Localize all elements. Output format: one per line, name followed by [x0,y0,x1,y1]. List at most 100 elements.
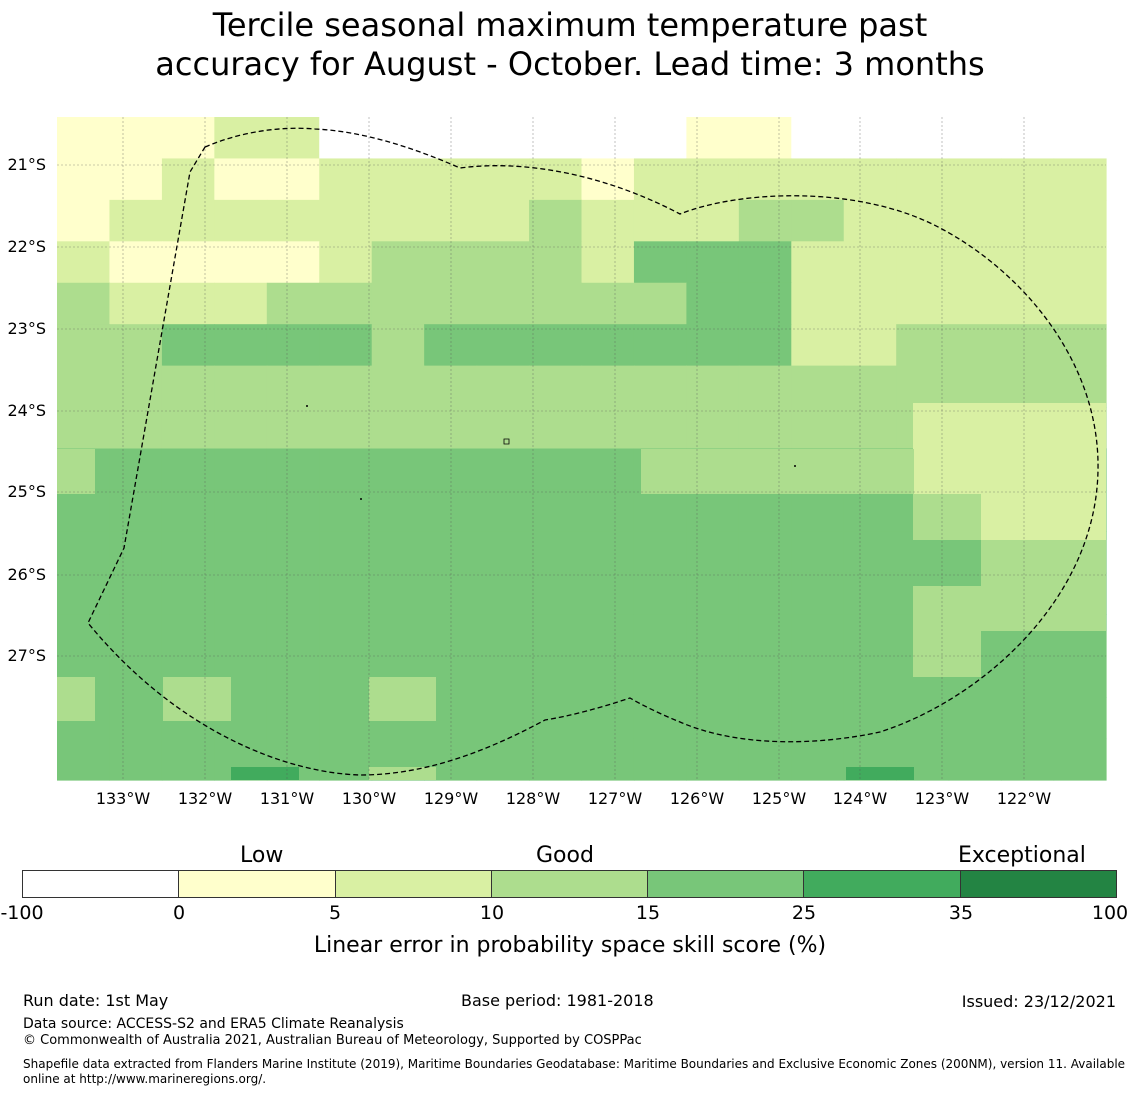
grid-cell [529,117,583,160]
grid-cell [214,158,268,201]
grid-cell [424,572,478,615]
legend-category-exceptional: Exceptional [958,843,1086,868]
grid-cell [581,407,635,450]
grid-cell [913,494,981,540]
grid-cell [896,365,950,408]
grid-cell [686,572,740,615]
grid-cell [371,199,425,242]
grid-cell [266,489,320,532]
grid-cell [1053,324,1107,367]
grid-cell [371,531,425,574]
grid-cell [738,365,792,408]
copyright: © Commonwealth of Australia 2021, Austra… [23,1033,642,1048]
grid-cell [738,199,792,242]
lat-label: 25°S [7,482,46,501]
grid-cell [319,241,373,284]
grid-cell [581,241,635,284]
grid-cell [161,324,215,367]
grid-cell [791,241,845,284]
grid-cell [424,365,478,408]
lat-label: 27°S [7,646,46,665]
grid-cell [476,407,530,450]
grid-cell [109,531,163,574]
grid-cell [424,489,478,532]
grid-cell [738,531,792,574]
grid-cell [266,365,320,408]
colorbar-title: Linear error in probability space skill … [313,933,827,958]
lat-label: 21°S [7,155,46,174]
data-source: Data source: ACCESS-S2 and ERA5 Climate … [23,1016,404,1032]
grid-cell [319,407,373,450]
colorbar-tick: -100 [0,902,44,924]
lon-label: 128°W [505,789,561,808]
grid-cell [529,448,583,491]
title-line-2: accuracy for August - October. Lead time… [155,45,985,83]
grid-cell [424,117,478,160]
grid-cell [476,241,530,284]
grid-cell [319,572,373,615]
grid-cell [266,531,320,574]
colorbar-tick: 25 [791,902,817,924]
grid-cell [896,324,950,367]
grid-cell [581,117,635,160]
grid-cell [1001,324,1055,367]
grid-cell [948,282,1002,325]
lon-label: 129°W [423,789,479,808]
grid-cell [371,572,425,615]
grid-cell [686,407,740,450]
grid-cell [633,738,687,781]
run-date: Run date: 1st May [23,991,169,1010]
grid-cell [476,738,530,781]
grid-cell [109,241,163,284]
grid-cell [476,324,530,367]
grid-cell [266,158,320,201]
grid-cell [686,241,740,284]
grid-cell [686,655,740,698]
grid-cell [371,158,425,201]
grid-cell [424,614,478,657]
grid-cell [581,614,635,657]
grid-cell [791,158,845,201]
grid-cell [641,449,914,494]
grid-cell [214,614,268,657]
grid-cell [948,158,1002,201]
grid-cell [791,655,845,698]
grid-cell [738,158,792,201]
grid-cell [633,614,687,657]
grid-cell [319,531,373,574]
grid-cell [981,494,1106,540]
grid-cell [109,365,163,408]
grid-cell [843,365,897,408]
grid-cell [1001,199,1055,242]
grid-cell [1001,158,1055,201]
grid-cell [948,365,1002,408]
grid-cell [896,117,950,160]
grid-cell [266,282,320,325]
grid-cell [896,199,950,242]
grid-cell [161,407,215,450]
grid-cell [214,572,268,615]
grid-cell [843,614,897,657]
grid-cell [109,324,163,367]
grid-cell [791,697,845,740]
grid-cell [57,489,111,532]
grid-cell [319,199,373,242]
issued-date: Issued: 23/12/2021 [961,992,1116,1011]
grid-cell [686,365,740,408]
grid-cell [791,117,845,160]
grid-cell [109,655,163,698]
grid-cell [843,489,897,532]
grid-cell [161,117,215,160]
grid-cell [109,117,163,160]
grid-cell [529,365,583,408]
grid-cell [319,614,373,657]
grid-cell [581,158,635,201]
grid-cell [738,572,792,615]
grid-cell [896,282,950,325]
lon-label: 122°W [996,789,1052,808]
grid-cell [319,158,373,201]
grid-cell [161,531,215,574]
grid-cell [371,324,425,367]
grid-cell [948,697,1002,740]
colorbar-tick: 0 [172,902,186,924]
